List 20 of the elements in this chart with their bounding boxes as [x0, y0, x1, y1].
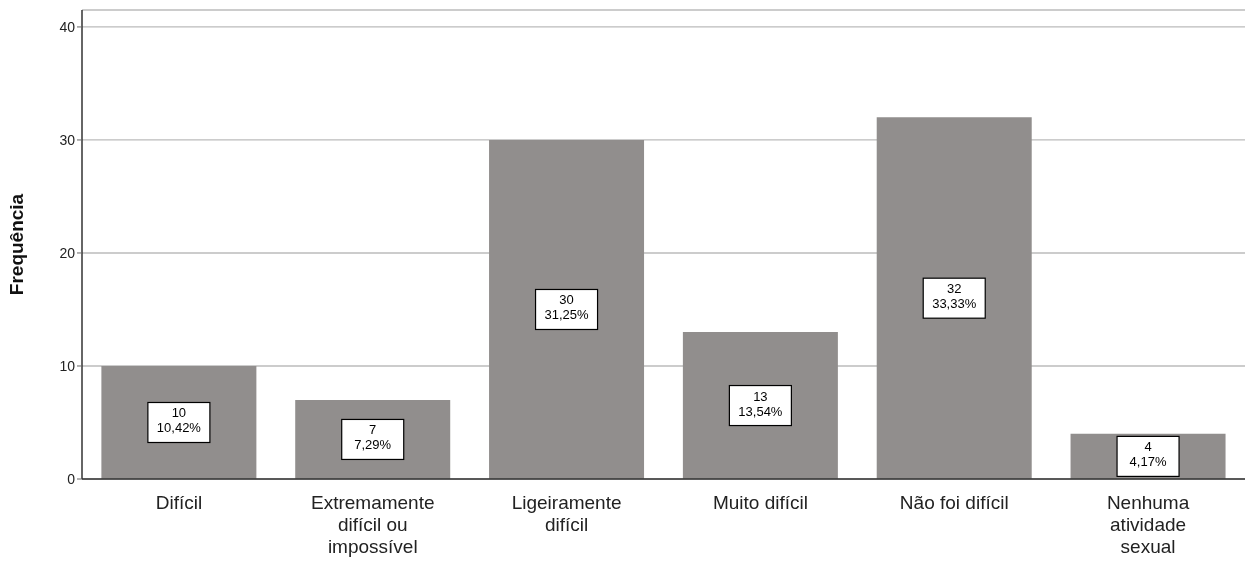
- x-tick-label: Extremamente difícil ou impossível: [310, 492, 435, 557]
- data-label: 4 4,17%: [1129, 439, 1167, 470]
- y-tick-label: 0: [67, 470, 76, 487]
- y-tick-label: 40: [59, 18, 76, 35]
- y-tick-label: 20: [59, 244, 76, 261]
- x-tick-label: Muito difícil: [712, 492, 808, 513]
- data-label: 7 7,29%: [354, 422, 392, 453]
- data-label: 32 33,33%: [932, 281, 977, 312]
- x-tick-label: Não foi difícil: [899, 492, 1009, 513]
- bar: [876, 117, 1032, 479]
- y-tick-label: 30: [59, 131, 76, 148]
- x-tick-label: Difícil: [155, 492, 203, 513]
- data-label: 13 13,54%: [738, 388, 783, 419]
- bar: [489, 139, 645, 479]
- y-axis-title: Frequência: [5, 193, 27, 296]
- y-tick-label: 10: [59, 357, 76, 374]
- x-tick-label: Nenhuma atividade sexual: [1106, 492, 1190, 557]
- data-label: 10 10,42%: [156, 405, 202, 436]
- x-tick-label: Ligeiramente difícil: [511, 492, 622, 535]
- data-label: 30 31,25%: [544, 292, 590, 323]
